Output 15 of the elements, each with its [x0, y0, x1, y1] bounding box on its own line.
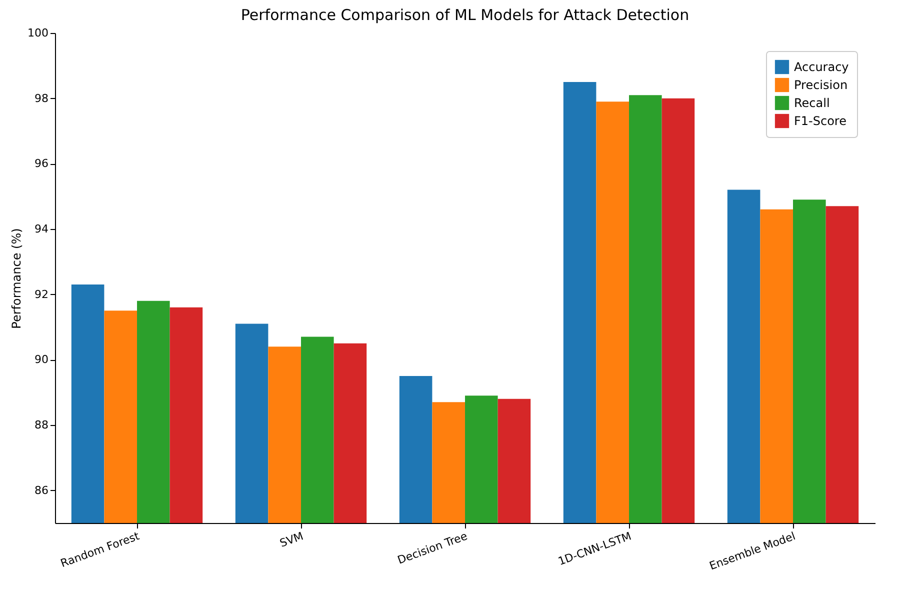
y-tick-label: 92: [34, 288, 48, 301]
y-tick-label: 94: [34, 222, 48, 236]
legend-label: Recall: [794, 96, 830, 110]
chart-title: Performance Comparison of ML Models for Attack Detection: [240, 6, 690, 24]
y-tick-label: 96: [34, 157, 48, 170]
legend-label: Precision: [794, 78, 848, 92]
y-tick-label: 86: [34, 484, 48, 497]
y-tick-label: 88: [34, 418, 48, 432]
y-tick-label: 98: [34, 92, 48, 105]
y-tick-label: 100: [28, 26, 48, 40]
legend-label: F1-Score: [794, 114, 846, 128]
y-axis-title: Performance (%): [10, 228, 24, 329]
x-tick-label: SVM: [278, 530, 306, 550]
legend-label: Accuracy: [794, 60, 849, 74]
y-tick-label: 90: [34, 353, 48, 366]
